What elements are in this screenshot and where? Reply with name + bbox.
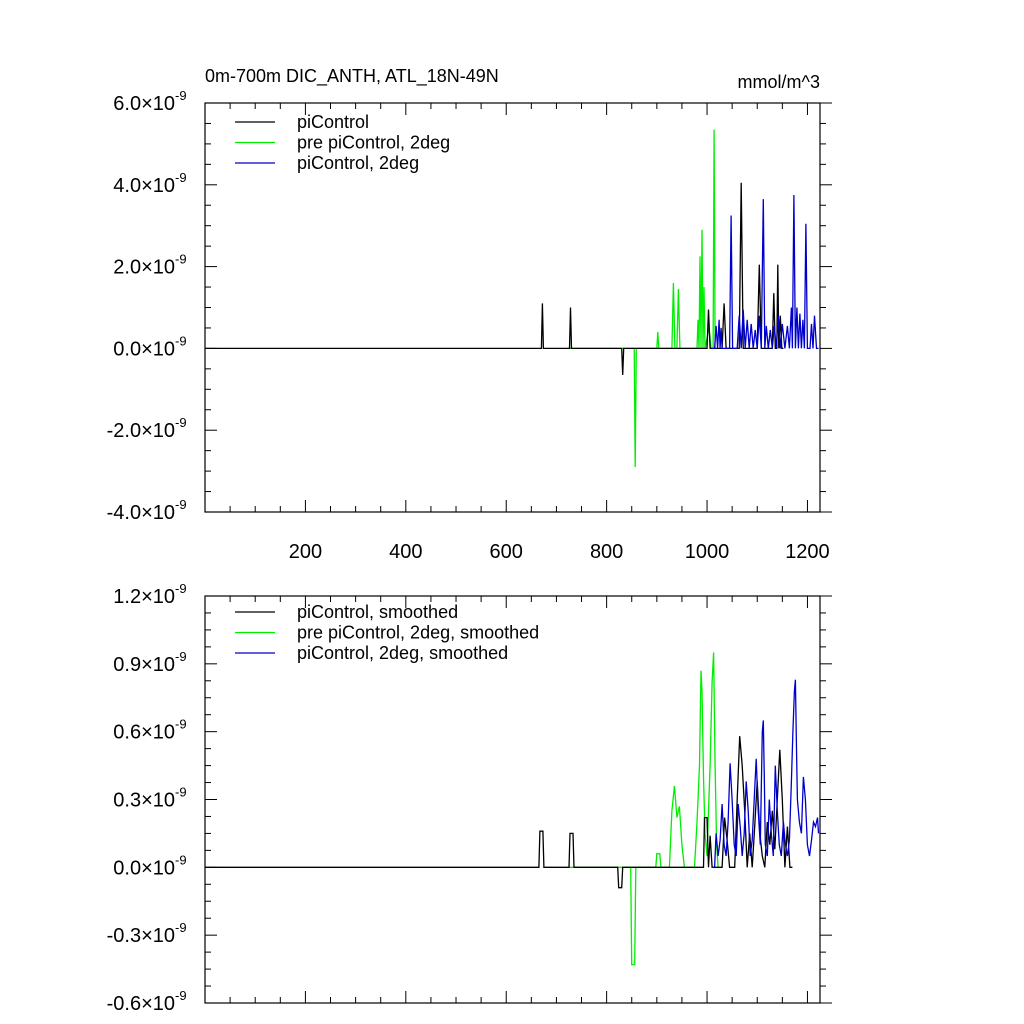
- y-tick-label: 0.9×10: [113, 654, 175, 676]
- y-tick-label: 2.0×10: [113, 257, 175, 279]
- y-tick-label: 0.0×10: [113, 338, 175, 360]
- y-tick-exponent: -9: [175, 785, 187, 800]
- bottom-panel-frame: [204, 595, 821, 1004]
- bottom-panel-series: [205, 652, 820, 966]
- y-tick-label: 0.0×10: [113, 857, 175, 879]
- y-tick-label: -0.6×10: [107, 993, 175, 1015]
- y-tick-exponent: -9: [175, 170, 187, 185]
- top-panel: 0m-700m DIC_ANTH, ATL_18N-49N mmol/m^3 -…: [107, 66, 832, 563]
- top-panel-title: 0m-700m DIC_ANTH, ATL_18N-49N: [205, 66, 499, 87]
- y-tick-label: 0.3×10: [113, 790, 175, 812]
- y-tick-exponent: -9: [175, 415, 187, 430]
- y-tick-exponent: -9: [175, 649, 187, 664]
- y-tick-label: -4.0×10: [107, 502, 175, 524]
- y-tick-exponent: -9: [175, 717, 187, 732]
- legend-label: piControl, 2deg: [297, 153, 419, 173]
- y-tick-exponent: -9: [175, 852, 187, 867]
- x-tick-label: 200: [289, 541, 322, 563]
- legend-label: piControl, 2deg, smoothed: [297, 643, 508, 663]
- top-panel-x-tick-labels: 200 400 600 800 1000 1200: [289, 541, 830, 563]
- y-tick-label: -2.0×10: [107, 420, 175, 442]
- bottom-panel: -0.6×10 -9-0.3×10 -90.0×10 -90.3×10 -90.6×10…: [107, 581, 832, 1015]
- top-panel-y-tick-labels: -4.0×10 -9-2.0×10 -90.0×10 -92.0×10 -94.0×10…: [107, 88, 187, 524]
- x-tick-label: 1000: [685, 541, 730, 563]
- legend-label: piControl, smoothed: [297, 602, 458, 622]
- y-tick-exponent: -9: [175, 920, 187, 935]
- top-panel-series: [205, 129, 819, 468]
- y-tick-label: 4.0×10: [113, 175, 175, 197]
- x-tick-label: 400: [389, 541, 422, 563]
- series-line-pre-picontrol-2deg: [569, 129, 718, 468]
- x-tick-label: 800: [590, 541, 623, 563]
- units-label: mmol/m^3: [738, 72, 820, 92]
- x-tick-label: 600: [490, 541, 523, 563]
- y-tick-exponent: -9: [175, 88, 187, 103]
- series-line-pre-picontrol-2deg-smoothed: [569, 652, 719, 966]
- y-tick-label: 1.2×10: [113, 586, 175, 608]
- y-tick-label: -0.3×10: [107, 925, 175, 947]
- legend-label: piControl: [297, 112, 369, 132]
- top-panel-frame: [204, 102, 821, 513]
- y-tick-label: 0.6×10: [113, 722, 175, 744]
- x-tick-label: 1200: [785, 541, 830, 563]
- y-tick-exponent: -9: [175, 581, 187, 596]
- y-tick-exponent: -9: [175, 497, 187, 512]
- y-tick-exponent: -9: [175, 252, 187, 267]
- legend-label: pre piControl, 2deg, smoothed: [297, 623, 539, 643]
- series-line-picontrol-smoothed: [205, 736, 793, 889]
- y-tick-exponent: -9: [175, 333, 187, 348]
- series-line-picontrol-2deg: [712, 194, 819, 350]
- series-line-picontrol-2deg-smoothed: [712, 679, 820, 868]
- y-tick-label: 6.0×10: [113, 93, 175, 115]
- legend-label: pre piControl, 2deg: [297, 133, 450, 153]
- y-tick-exponent: -9: [175, 988, 187, 1003]
- top-panel-ticks: [205, 102, 832, 513]
- bottom-panel-y-tick-labels: -0.6×10 -9-0.3×10 -90.0×10 -90.3×10 -90.6×10…: [107, 581, 187, 1015]
